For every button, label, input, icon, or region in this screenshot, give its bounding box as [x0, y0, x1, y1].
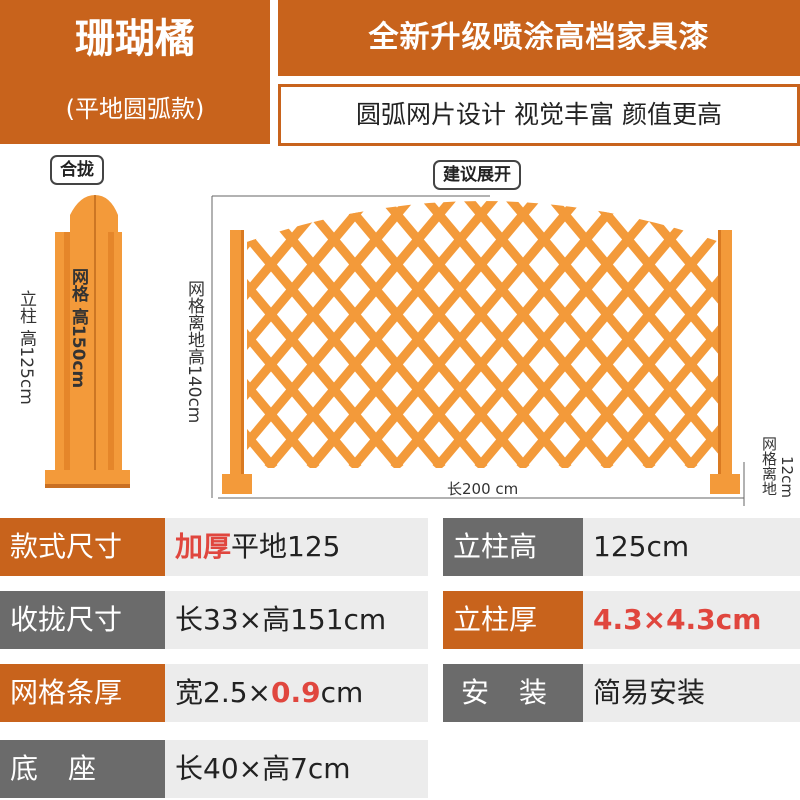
headline-banner: 全新升级喷涂高档家具漆: [278, 0, 800, 76]
strip-thickness-prefix: 宽2.5×: [175, 676, 271, 709]
gap-label: 网格离地: [760, 436, 778, 496]
tagline-box: 圆弧网片设计 视觉丰富 颜值更高: [278, 84, 800, 146]
header-name-block: [0, 0, 270, 144]
install-label: 安装: [443, 664, 583, 722]
style-size-highlight: 加厚: [175, 530, 232, 563]
product-name: 珊瑚橘: [75, 16, 195, 62]
install-value: 简易安装: [583, 664, 800, 722]
style-size-label: 款式尺寸: [0, 518, 165, 576]
folded-fence-illustration: [45, 195, 130, 488]
post-height-value: 125cm: [583, 518, 800, 576]
tagline-text: 圆弧网片设计 视觉丰富 颜值更高: [356, 100, 722, 129]
strip-thickness-suffix: cm: [320, 676, 364, 709]
style-size-text: 平地125: [231, 530, 341, 563]
post-thickness-label: 立柱厚: [443, 591, 583, 649]
post-height-dimension: 立柱 高125cm: [16, 290, 36, 405]
style-size-value: 加厚平地125: [165, 518, 428, 576]
strip-thickness-highlight: 0.9: [271, 676, 321, 709]
gap-value: 12cm: [778, 456, 796, 498]
mesh-ground-height-dimension: 网格离地高140cm: [184, 280, 204, 424]
left-post: [222, 230, 252, 494]
post-thickness-value: 4.3×4.3cm: [583, 591, 800, 649]
strip-thickness-label: 网格条厚: [0, 664, 165, 722]
headline-text: 全新升级喷涂高档家具漆: [368, 20, 710, 55]
folded-caption: 合拢: [50, 155, 104, 185]
folded-size-label: 收拢尺寸: [0, 591, 165, 649]
length-dimension: 长200 cm: [447, 480, 519, 498]
base-label: 底座: [0, 740, 165, 798]
post-height-label: 立柱高: [443, 518, 583, 576]
base-value: 长40×高7cm: [165, 740, 428, 798]
right-post: [710, 230, 740, 494]
product-subtitle: (平地圆弧款): [65, 95, 205, 123]
mesh-height-dimension: 网格 高150cm: [68, 268, 88, 389]
folded-size-value: 长33×高151cm: [165, 591, 428, 649]
strip-thickness-value: 宽2.5×0.9cm: [165, 664, 428, 722]
fence-diagram: [45, 195, 745, 506]
expanded-caption: 建议展开: [433, 160, 521, 190]
